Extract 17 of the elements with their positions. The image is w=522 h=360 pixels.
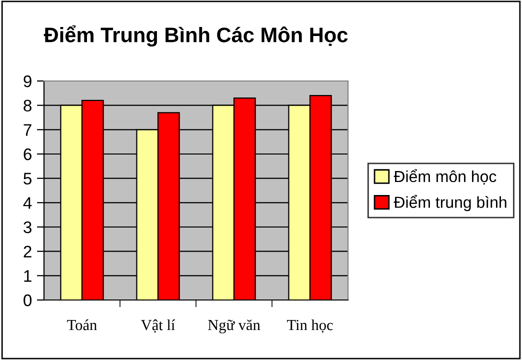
y-tick-label: 0 — [24, 294, 32, 306]
y-tick-label: 4 — [23, 197, 32, 209]
y-tick-label: 7 — [24, 124, 32, 136]
legend-label: Điểm trung bình — [394, 194, 506, 212]
x-tick-label: Tin học — [286, 319, 333, 333]
y-tick-label: 9 — [24, 75, 32, 88]
y-tick-label: 8 — [24, 100, 32, 112]
chart-title: Điểm Trung Bình Các Môn Học — [44, 25, 348, 47]
x-tick-label: Ngữ văn — [208, 320, 260, 334]
x-tick-label: Toán — [67, 319, 97, 330]
y-tick-label: 6 — [24, 148, 32, 160]
y-tick-label: 2 — [24, 246, 32, 258]
legend-label: Điểm môn học — [394, 169, 496, 184]
y-tick-label: 3 — [24, 221, 32, 234]
x-tick-label: Vật lí — [140, 319, 176, 333]
y-tick-label: 5 — [24, 172, 32, 185]
y-tick-label: 1 — [24, 270, 32, 282]
